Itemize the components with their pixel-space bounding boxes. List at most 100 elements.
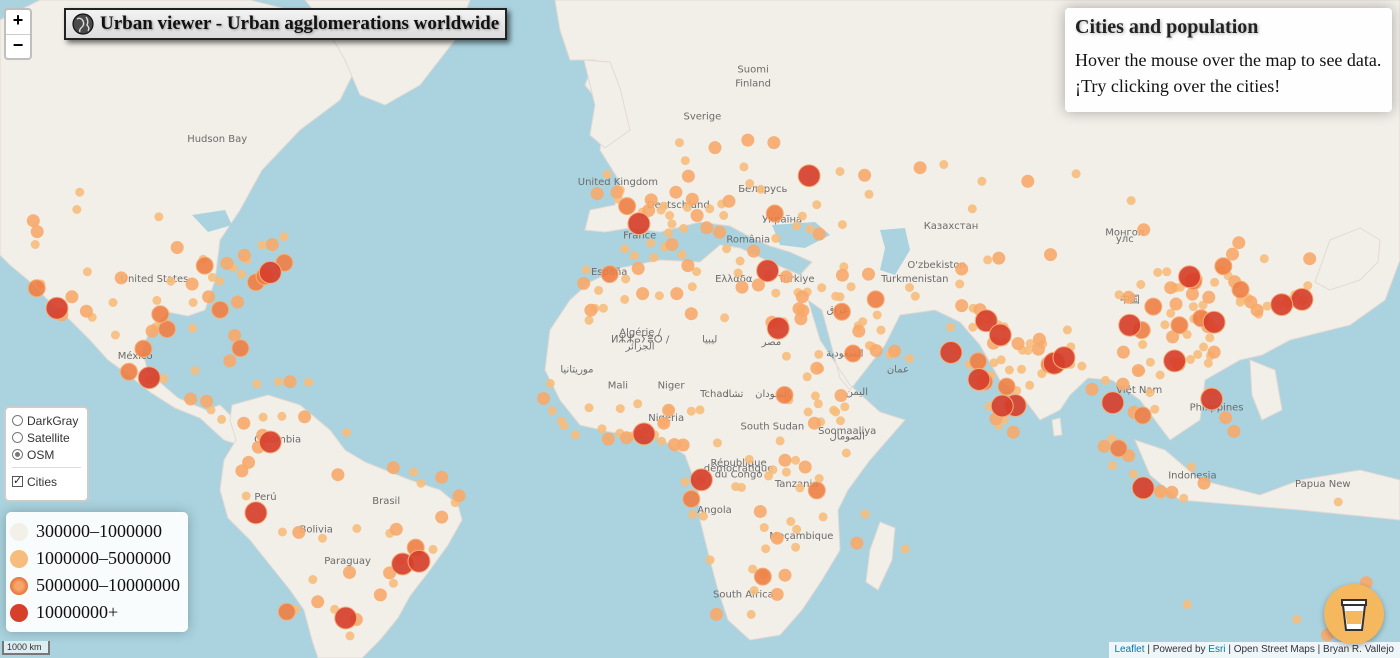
city-marker[interactable] <box>584 403 594 413</box>
city-marker[interactable] <box>185 277 199 291</box>
city-marker[interactable] <box>745 179 755 188</box>
city-marker[interactable] <box>860 509 870 519</box>
city-marker[interactable] <box>1133 406 1152 425</box>
city-marker[interactable] <box>242 455 256 469</box>
city-marker[interactable] <box>770 531 784 545</box>
city-marker[interactable] <box>30 225 44 239</box>
esri-link[interactable]: Esri <box>1208 644 1226 655</box>
city-marker[interactable] <box>26 214 40 228</box>
city-marker[interactable] <box>813 399 823 409</box>
city-marker[interactable] <box>654 291 664 301</box>
city-marker[interactable] <box>989 358 999 368</box>
city-marker[interactable] <box>620 431 634 445</box>
city-marker[interactable] <box>905 283 914 292</box>
city-marker[interactable] <box>1186 462 1196 472</box>
city-marker[interactable] <box>775 386 794 404</box>
city-marker[interactable] <box>636 287 650 301</box>
city-marker[interactable] <box>206 405 216 415</box>
city-marker[interactable] <box>858 168 872 182</box>
city-marker[interactable] <box>1198 300 1208 310</box>
city-marker[interactable] <box>211 300 230 319</box>
city-marker[interactable] <box>807 416 821 430</box>
city-marker[interactable] <box>1219 411 1233 425</box>
city-marker[interactable] <box>798 460 812 474</box>
city-marker[interactable] <box>590 187 604 201</box>
city-marker[interactable] <box>200 394 214 408</box>
city-marker[interactable] <box>900 544 910 554</box>
city-marker[interactable] <box>712 438 722 448</box>
city-marker[interactable] <box>334 606 358 630</box>
city-marker[interactable] <box>352 524 362 533</box>
city-marker[interactable] <box>277 411 287 421</box>
city-marker[interactable] <box>735 280 749 294</box>
city-marker[interactable] <box>342 428 352 438</box>
city-marker[interactable] <box>836 416 845 426</box>
city-marker[interactable] <box>265 238 279 251</box>
city-marker[interactable] <box>791 542 801 552</box>
city-marker[interactable] <box>292 525 306 539</box>
city-marker[interactable] <box>581 265 591 275</box>
buy-me-a-coffee-button[interactable] <box>1324 584 1384 644</box>
city-marker[interactable] <box>983 255 993 265</box>
city-marker[interactable] <box>866 290 885 309</box>
city-marker[interactable] <box>700 221 714 235</box>
city-marker[interactable] <box>992 251 1006 265</box>
city-marker[interactable] <box>584 315 594 325</box>
city-marker[interactable] <box>1077 361 1087 371</box>
city-marker[interactable] <box>1062 325 1072 335</box>
city-marker[interactable] <box>735 256 745 266</box>
city-marker[interactable] <box>452 489 466 503</box>
city-marker[interactable] <box>627 212 651 236</box>
city-marker[interactable] <box>1164 281 1178 295</box>
city-marker[interactable] <box>1107 461 1117 471</box>
city-marker[interactable] <box>1153 267 1163 277</box>
city-marker[interactable] <box>786 517 796 526</box>
city-marker[interactable] <box>795 290 809 304</box>
city-marker[interactable] <box>1052 346 1076 370</box>
city-marker[interactable] <box>840 402 850 412</box>
city-marker[interactable] <box>872 310 882 320</box>
city-marker[interactable] <box>145 324 159 338</box>
layer-option-darkgray[interactable]: DarkGray <box>12 412 81 429</box>
city-marker[interactable] <box>279 232 289 242</box>
city-marker[interactable] <box>1303 252 1317 266</box>
city-marker[interactable] <box>258 412 268 422</box>
leaflet-link[interactable]: Leaflet <box>1114 644 1145 655</box>
city-marker[interactable] <box>1144 297 1163 316</box>
city-marker[interactable] <box>990 394 1014 418</box>
city-marker[interactable] <box>682 490 701 508</box>
city-marker[interactable] <box>1170 316 1189 335</box>
radio-osm[interactable] <box>12 449 23 460</box>
city-marker[interactable] <box>610 185 624 199</box>
city-marker[interactable] <box>108 298 118 307</box>
city-marker[interactable] <box>1259 254 1269 264</box>
city-marker[interactable] <box>1145 357 1155 367</box>
city-marker[interactable] <box>967 204 977 214</box>
city-marker[interactable] <box>152 295 162 305</box>
city-marker[interactable] <box>277 602 296 621</box>
city-marker[interactable] <box>812 200 822 210</box>
city-marker[interactable] <box>939 160 949 169</box>
city-marker[interactable] <box>65 290 79 304</box>
city-marker[interactable] <box>680 477 690 487</box>
city-marker[interactable] <box>1137 223 1151 237</box>
city-marker[interactable] <box>1165 485 1179 499</box>
city-marker[interactable] <box>675 138 684 148</box>
layer-option-satellite[interactable]: Satellite <box>12 429 81 446</box>
city-marker[interactable] <box>1210 277 1220 287</box>
city-marker[interactable] <box>888 344 902 358</box>
city-marker[interactable] <box>792 524 802 534</box>
city-marker[interactable] <box>841 448 851 458</box>
city-marker[interactable] <box>644 193 658 207</box>
city-marker[interactable] <box>252 379 262 389</box>
city-marker[interactable] <box>188 323 198 333</box>
city-marker[interactable] <box>737 482 746 492</box>
city-marker[interactable] <box>1145 388 1155 398</box>
city-marker[interactable] <box>687 282 697 292</box>
city-marker[interactable] <box>791 455 801 465</box>
city-marker[interactable] <box>770 587 784 601</box>
city-marker[interactable] <box>649 253 659 263</box>
city-marker[interactable] <box>231 295 244 309</box>
city-marker[interactable] <box>241 491 251 501</box>
city-marker[interactable] <box>955 299 969 313</box>
